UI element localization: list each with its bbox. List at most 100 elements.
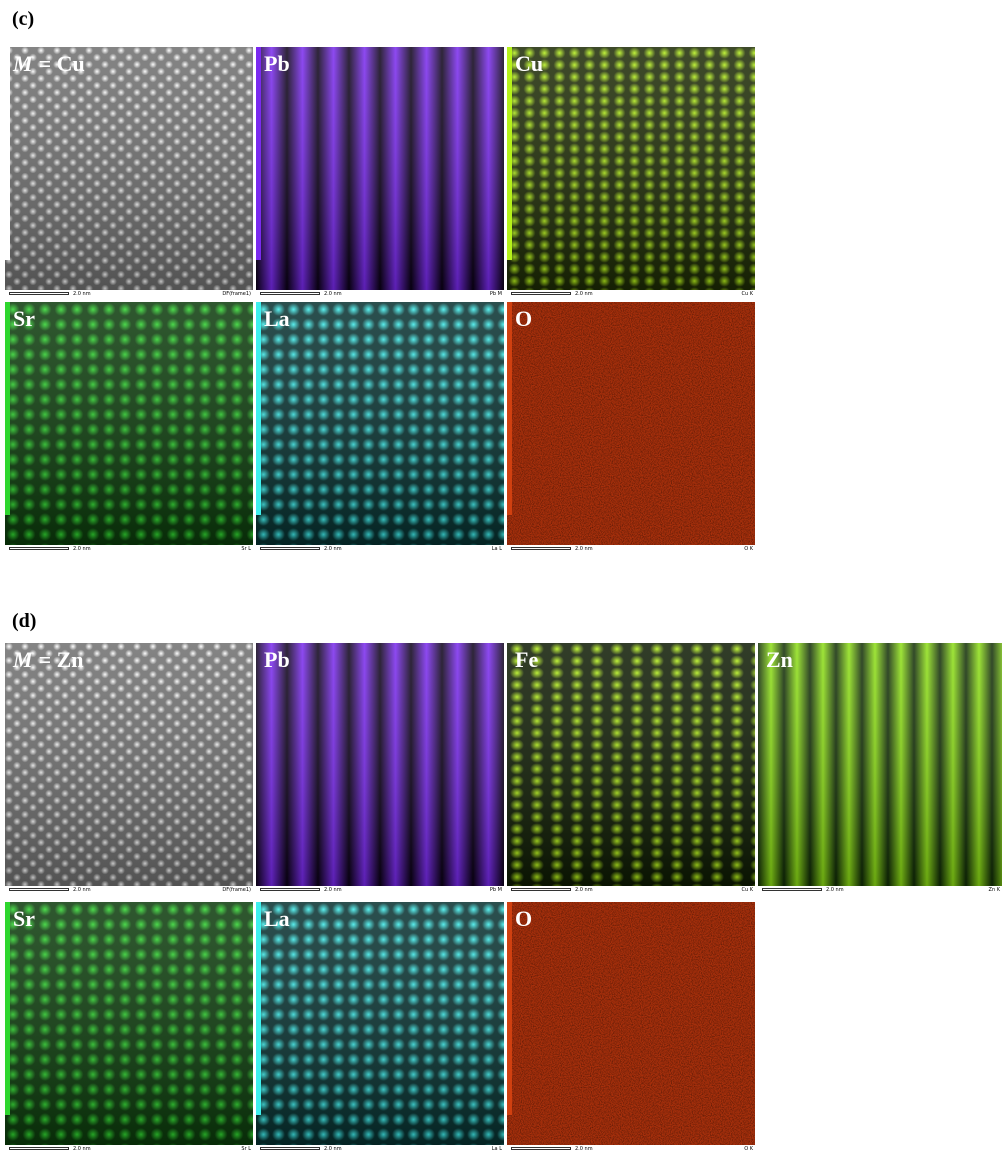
scale-strip: 2.0 nm O K bbox=[507, 1145, 755, 1153]
scale-strip: 2.0 nm DF(frame1) bbox=[5, 290, 253, 299]
signal-text: La L bbox=[492, 546, 502, 552]
label-variable: M bbox=[13, 647, 33, 672]
scale-strip: 2.0 nm Sr L bbox=[5, 1145, 253, 1153]
signal-text: DF(frame1) bbox=[222, 291, 251, 297]
scale-strip: 2.0 nm Cu K bbox=[507, 290, 755, 299]
element-label: Cu bbox=[515, 51, 543, 77]
scale-strip: 2.0 nm Pb M bbox=[256, 886, 504, 895]
scale-bar bbox=[511, 292, 571, 295]
scale-bar bbox=[260, 1147, 320, 1150]
map-tile: Cu 2.0 nm Cu K bbox=[507, 47, 755, 299]
map-tile: Zn 2.0 nm Zn K bbox=[758, 643, 1002, 895]
panel-label: (c) bbox=[12, 8, 34, 31]
scale-bar bbox=[9, 292, 69, 295]
signal-text: O K bbox=[744, 1146, 753, 1152]
label-text: La bbox=[264, 306, 290, 331]
label-text: Cu bbox=[515, 51, 543, 76]
map-tile: Pb 2.0 nm Pb M bbox=[256, 47, 504, 299]
label-text: O bbox=[515, 306, 532, 331]
map-image bbox=[507, 643, 755, 886]
element-label: Sr bbox=[13, 906, 35, 932]
scale-text: 2.0 nm bbox=[324, 291, 342, 297]
scale-text: 2.0 nm bbox=[73, 291, 91, 297]
scale-bar bbox=[511, 547, 571, 550]
map-image bbox=[256, 643, 504, 886]
label-variable: M bbox=[13, 51, 33, 76]
element-label: Sr bbox=[13, 306, 35, 332]
scale-text: 2.0 nm bbox=[575, 887, 593, 893]
map-image bbox=[507, 47, 755, 290]
scale-strip: 2.0 nm La L bbox=[256, 545, 504, 554]
map-tile: La 2.0 nm La L bbox=[256, 302, 504, 554]
scale-text: 2.0 nm bbox=[826, 887, 844, 893]
scale-bar bbox=[9, 888, 69, 891]
scale-bar bbox=[260, 547, 320, 550]
element-label: La bbox=[264, 906, 290, 932]
label-text: Sr bbox=[13, 906, 35, 931]
element-label: M= Zn bbox=[13, 647, 84, 673]
map-image bbox=[758, 643, 1002, 886]
element-label: O bbox=[515, 306, 532, 332]
scale-strip: 2.0 nm Cu K bbox=[507, 886, 755, 895]
scale-bar bbox=[9, 1147, 69, 1150]
element-label: Pb bbox=[264, 51, 290, 77]
figure: (c)M= Cu2.0 nmDF(frame1)Pb2.0 nmPb MCu2.… bbox=[0, 0, 1002, 1153]
scale-strip: 2.0 nm Zn K bbox=[758, 886, 1002, 895]
label-text: = Cu bbox=[39, 51, 85, 76]
signal-text: DF(frame1) bbox=[222, 887, 251, 893]
label-text: = Zn bbox=[39, 647, 84, 672]
map-tile: O 2.0 nm O K bbox=[507, 302, 755, 554]
label-text: La bbox=[264, 906, 290, 931]
map-image bbox=[256, 302, 504, 545]
label-text: Pb bbox=[264, 647, 290, 672]
element-label: Pb bbox=[264, 647, 290, 673]
scale-bar bbox=[260, 292, 320, 295]
scale-strip: 2.0 nm DF(frame1) bbox=[5, 886, 253, 895]
map-tile: Pb 2.0 nm Pb M bbox=[256, 643, 504, 895]
scale-bar bbox=[511, 1147, 571, 1150]
signal-text: Cu K bbox=[741, 887, 753, 893]
panel-label: (d) bbox=[12, 610, 36, 633]
signal-text: Sr L bbox=[241, 546, 251, 552]
scale-text: 2.0 nm bbox=[73, 1146, 91, 1152]
scale-bar bbox=[511, 888, 571, 891]
map-image bbox=[5, 902, 253, 1145]
element-label: O bbox=[515, 906, 532, 932]
scale-text: 2.0 nm bbox=[324, 1146, 342, 1152]
scale-text: 2.0 nm bbox=[73, 887, 91, 893]
signal-text: La L bbox=[492, 1146, 502, 1152]
signal-text: Cu K bbox=[741, 291, 753, 297]
signal-text: O K bbox=[744, 546, 753, 552]
map-image bbox=[5, 643, 253, 886]
scale-strip: 2.0 nm Sr L bbox=[5, 545, 253, 554]
map-image bbox=[256, 47, 504, 290]
map-tile: Sr 2.0 nm Sr L bbox=[5, 902, 253, 1153]
scale-bar bbox=[9, 547, 69, 550]
scale-strip: 2.0 nm La L bbox=[256, 1145, 504, 1153]
element-label: Fe bbox=[515, 647, 538, 673]
signal-text: Zn K bbox=[989, 887, 1000, 893]
map-tile: Sr 2.0 nm Sr L bbox=[5, 302, 253, 554]
scale-text: 2.0 nm bbox=[324, 887, 342, 893]
signal-text: Sr L bbox=[241, 1146, 251, 1152]
map-image bbox=[5, 302, 253, 545]
map-tile: Fe 2.0 nm Cu K bbox=[507, 643, 755, 895]
scale-strip: 2.0 nm Pb M bbox=[256, 290, 504, 299]
map-tile: O 2.0 nm O K bbox=[507, 902, 755, 1153]
element-label: M= Cu bbox=[13, 51, 85, 77]
scale-text: 2.0 nm bbox=[324, 546, 342, 552]
scale-bar bbox=[762, 888, 822, 891]
scale-text: 2.0 nm bbox=[575, 291, 593, 297]
label-text: Fe bbox=[515, 647, 538, 672]
scale-text: 2.0 nm bbox=[575, 546, 593, 552]
scale-text: 2.0 nm bbox=[73, 546, 91, 552]
element-label: Zn bbox=[766, 647, 793, 673]
signal-text: Pb M bbox=[490, 291, 502, 297]
scale-text: 2.0 nm bbox=[575, 1146, 593, 1152]
map-tile: M= Zn 2.0 nm DF(frame1) bbox=[5, 643, 253, 895]
map-image bbox=[507, 902, 755, 1145]
map-image bbox=[256, 902, 504, 1145]
label-text: Zn bbox=[766, 647, 793, 672]
scale-strip: 2.0 nm O K bbox=[507, 545, 755, 554]
signal-text: Pb M bbox=[490, 887, 502, 893]
